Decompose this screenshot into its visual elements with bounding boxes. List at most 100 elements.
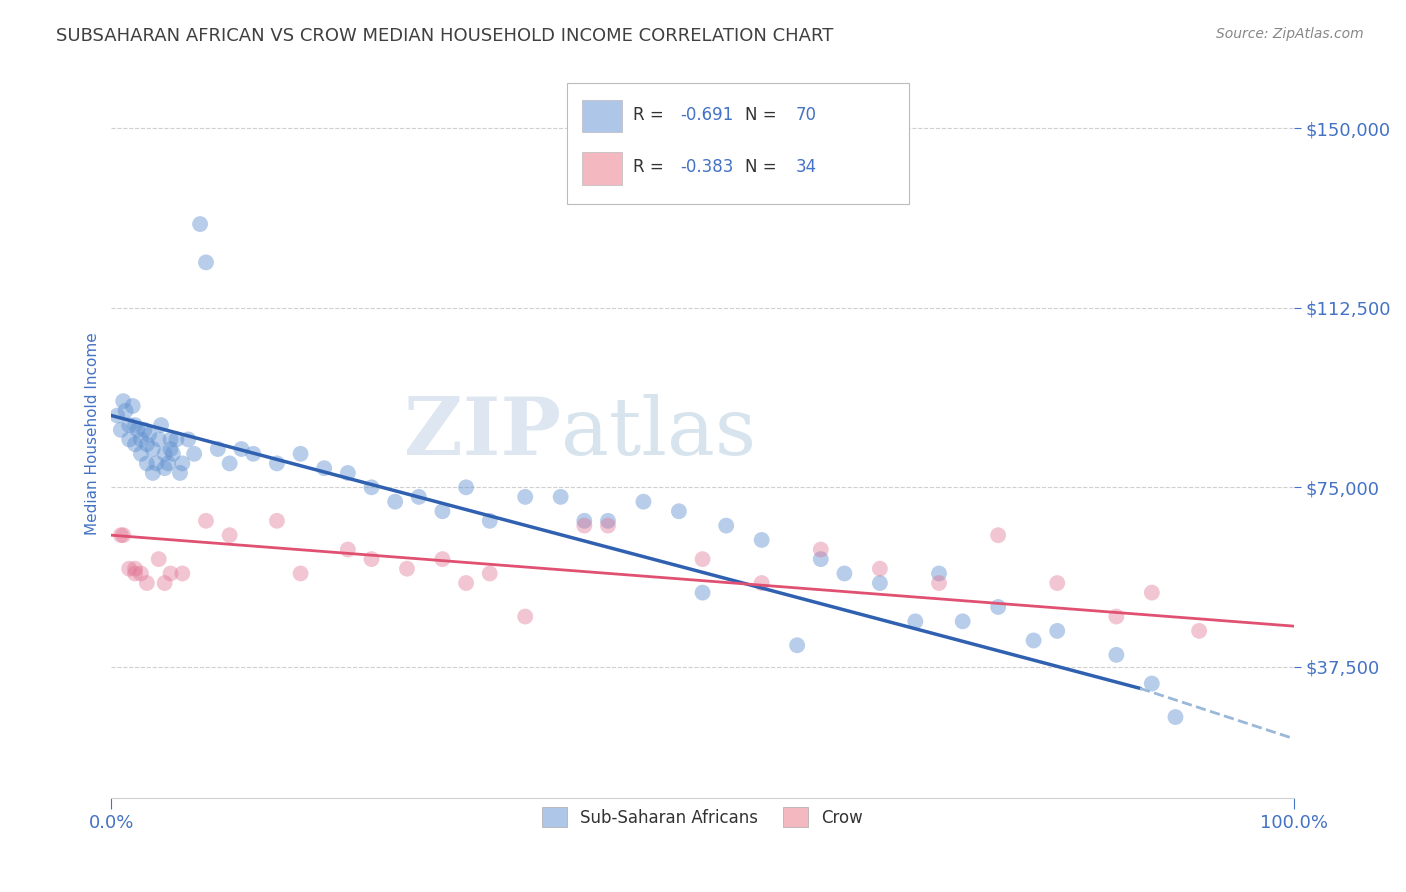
Point bbox=[162, 447, 184, 461]
Text: Source: ZipAtlas.com: Source: ZipAtlas.com bbox=[1216, 27, 1364, 41]
Point bbox=[138, 427, 160, 442]
Point bbox=[183, 447, 205, 461]
Point bbox=[110, 423, 132, 437]
Point bbox=[195, 255, 218, 269]
Point bbox=[633, 494, 655, 508]
Point bbox=[904, 615, 927, 629]
Point bbox=[169, 466, 191, 480]
FancyBboxPatch shape bbox=[582, 153, 623, 185]
Point bbox=[596, 514, 619, 528]
Point bbox=[118, 433, 141, 447]
Point bbox=[124, 437, 146, 451]
Text: SUBSAHARAN AFRICAN VS CROW MEDIAN HOUSEHOLD INCOME CORRELATION CHART: SUBSAHARAN AFRICAN VS CROW MEDIAN HOUSEH… bbox=[56, 27, 834, 45]
Text: 70: 70 bbox=[796, 105, 817, 123]
Point bbox=[360, 552, 382, 566]
Point bbox=[395, 562, 418, 576]
Point bbox=[1140, 676, 1163, 690]
Point bbox=[153, 576, 176, 591]
Point bbox=[928, 576, 950, 591]
Point bbox=[810, 552, 832, 566]
Point bbox=[124, 566, 146, 581]
Point bbox=[1105, 648, 1128, 662]
Point bbox=[207, 442, 229, 456]
Text: ZIP: ZIP bbox=[404, 394, 561, 473]
Point bbox=[142, 442, 165, 456]
Point bbox=[928, 566, 950, 581]
Point bbox=[336, 466, 359, 480]
Point bbox=[478, 514, 501, 528]
Point bbox=[360, 480, 382, 494]
Point bbox=[112, 528, 135, 542]
Point bbox=[515, 490, 537, 504]
Text: R =: R = bbox=[633, 158, 669, 176]
Legend: Sub-Saharan Africans, Crow: Sub-Saharan Africans, Crow bbox=[536, 800, 870, 834]
Point bbox=[231, 442, 253, 456]
Point bbox=[574, 518, 596, 533]
Point bbox=[432, 552, 454, 566]
Point bbox=[456, 576, 478, 591]
Point bbox=[869, 562, 891, 576]
FancyBboxPatch shape bbox=[582, 100, 623, 132]
Point bbox=[714, 518, 737, 533]
Point bbox=[1188, 624, 1211, 638]
Text: -0.691: -0.691 bbox=[681, 105, 734, 123]
Point bbox=[1140, 585, 1163, 599]
Point bbox=[148, 433, 170, 447]
Point bbox=[515, 609, 537, 624]
Text: N =: N = bbox=[745, 105, 782, 123]
Point bbox=[869, 576, 891, 591]
Point bbox=[129, 447, 152, 461]
Text: N =: N = bbox=[745, 158, 782, 176]
Point bbox=[408, 490, 430, 504]
Point bbox=[692, 585, 714, 599]
Point bbox=[574, 514, 596, 528]
Point bbox=[266, 514, 288, 528]
Point bbox=[148, 552, 170, 566]
Text: -0.383: -0.383 bbox=[681, 158, 734, 176]
Point bbox=[987, 599, 1010, 614]
Point bbox=[134, 423, 156, 437]
Point bbox=[266, 456, 288, 470]
Point bbox=[336, 542, 359, 557]
Point bbox=[129, 566, 152, 581]
Point bbox=[195, 514, 218, 528]
Point bbox=[110, 528, 132, 542]
Point bbox=[550, 490, 572, 504]
Point bbox=[242, 447, 264, 461]
Point bbox=[456, 480, 478, 494]
Point bbox=[135, 456, 157, 470]
Point bbox=[159, 442, 181, 456]
Point bbox=[1046, 576, 1069, 591]
Point bbox=[218, 456, 240, 470]
Point bbox=[145, 456, 167, 470]
Point bbox=[290, 566, 312, 581]
Point bbox=[987, 528, 1010, 542]
Point bbox=[157, 456, 180, 470]
Point bbox=[218, 528, 240, 542]
Point bbox=[124, 418, 146, 433]
Text: atlas: atlas bbox=[561, 394, 756, 473]
Point bbox=[1164, 710, 1187, 724]
Text: 34: 34 bbox=[796, 158, 817, 176]
Point bbox=[153, 447, 176, 461]
Point bbox=[786, 638, 808, 652]
Point bbox=[668, 504, 690, 518]
Point bbox=[692, 552, 714, 566]
Point bbox=[751, 576, 773, 591]
Point bbox=[810, 542, 832, 557]
Point bbox=[159, 566, 181, 581]
Point bbox=[290, 447, 312, 461]
Point bbox=[112, 394, 135, 409]
FancyBboxPatch shape bbox=[567, 83, 910, 203]
Point bbox=[127, 423, 149, 437]
Point bbox=[121, 399, 143, 413]
Point bbox=[596, 518, 619, 533]
Point bbox=[159, 433, 181, 447]
Point bbox=[177, 433, 200, 447]
Point bbox=[952, 615, 974, 629]
Point bbox=[118, 418, 141, 433]
Point bbox=[1046, 624, 1069, 638]
Text: R =: R = bbox=[633, 105, 669, 123]
Point bbox=[384, 494, 406, 508]
Point bbox=[150, 418, 173, 433]
